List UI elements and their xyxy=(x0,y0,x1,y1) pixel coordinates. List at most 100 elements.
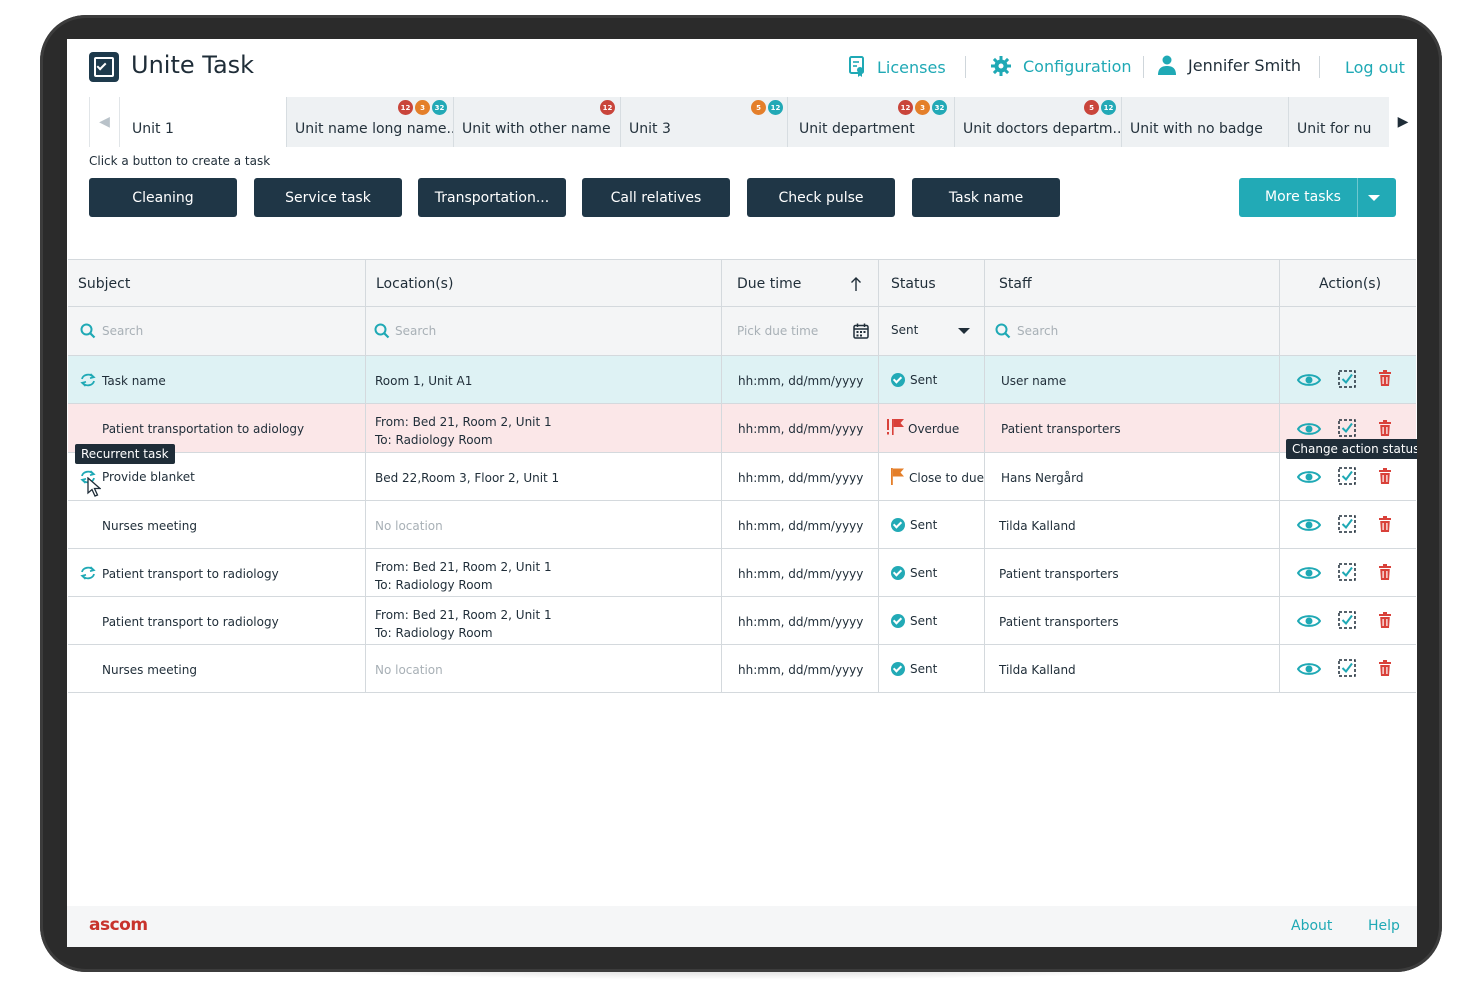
change-status-icon[interactable] xyxy=(1338,467,1356,485)
recurrent-task-icon[interactable] xyxy=(80,566,96,580)
configuration-link[interactable]: Configuration xyxy=(991,56,1132,76)
change-status-icon[interactable] xyxy=(1338,370,1356,388)
change-status-icon[interactable] xyxy=(1338,563,1356,581)
badge: 3 xyxy=(915,100,930,115)
table-row[interactable]: Nurses meeting No location hh:mm, dd/mm/… xyxy=(68,501,1416,549)
licenses-label: Licenses xyxy=(877,57,946,77)
tab-unit-doctors-department[interactable]: 5 12 Unit doctors departm... xyxy=(954,97,1121,147)
table-row[interactable]: Patient transport to radiology From: Bed… xyxy=(68,597,1416,645)
badge: 12 xyxy=(600,100,615,115)
staff-cell: User name xyxy=(985,356,1280,403)
staff-text: Tilda Kalland xyxy=(999,663,1076,677)
change-status-icon[interactable] xyxy=(1338,419,1356,437)
badge: 3 xyxy=(415,100,430,115)
actions-cell xyxy=(1280,356,1416,403)
user-icon xyxy=(1158,55,1176,75)
location-cell: Bed 22,Room 3, Floor 2, Unit 1 xyxy=(366,453,722,500)
location-cell: No location xyxy=(366,501,722,548)
tab-badges: 12 3 32 xyxy=(398,100,447,115)
service-task-button[interactable]: Service task xyxy=(254,178,402,217)
tab-unit-no-badge[interactable]: Unit with no badge xyxy=(1121,97,1288,147)
check-pulse-button[interactable]: Check pulse xyxy=(747,178,895,217)
subject-search-field[interactable]: Search xyxy=(68,307,366,355)
unit-tabs: ◀ Unit 1 12 3 32 Unit name long name... … xyxy=(89,97,1417,147)
location-text: No location xyxy=(375,663,443,677)
view-eye-icon[interactable] xyxy=(1297,661,1321,677)
staff-cell: Tilda Kalland xyxy=(985,645,1280,692)
status-filter-select[interactable]: Sent xyxy=(879,307,985,355)
location-text: From: Bed 21, Room 2, Unit 1 To: Radiolog… xyxy=(375,415,552,447)
delete-trash-icon[interactable] xyxy=(1379,468,1391,484)
tab-unit-for-nu[interactable]: Unit for nu xyxy=(1288,97,1389,147)
tab-badges: 12 xyxy=(600,100,615,115)
tabs-scroll-right-icon[interactable]: ▶ xyxy=(1389,97,1417,147)
badge: 12 xyxy=(1101,100,1116,115)
transportation-button[interactable]: Transportation... xyxy=(418,178,566,217)
current-user[interactable]: Jennifer Smith xyxy=(1158,55,1301,75)
change-status-icon[interactable] xyxy=(1338,611,1356,629)
view-eye-icon[interactable] xyxy=(1297,469,1321,485)
column-header-location[interactable]: Location(s) xyxy=(366,260,722,306)
tab-label: Unit 1 xyxy=(132,121,174,137)
table-row[interactable]: Patient transport to radiology From: Bed… xyxy=(68,549,1416,597)
dropdown-divider xyxy=(1357,178,1358,217)
delete-trash-icon[interactable] xyxy=(1379,516,1391,532)
table-row[interactable]: Nurses meeting No location hh:mm, dd/mm/… xyxy=(68,645,1416,693)
logout-link[interactable]: Log out xyxy=(1345,58,1405,77)
task-subject: Task name xyxy=(102,374,166,388)
delete-trash-icon[interactable] xyxy=(1379,420,1391,436)
tab-unit-1[interactable]: Unit 1 xyxy=(119,97,286,147)
column-header-subject[interactable]: Subject xyxy=(68,260,366,306)
delete-trash-icon[interactable] xyxy=(1379,564,1391,580)
table-row[interactable]: Provide blanket Bed 22,Room 3, Floor 2, … xyxy=(68,453,1416,501)
table-row[interactable]: Task name Room 1, Unit A1 hh:mm, dd/mm/y… xyxy=(68,356,1416,404)
delete-trash-icon[interactable] xyxy=(1379,370,1391,386)
more-tasks-label: More tasks xyxy=(1265,189,1341,205)
more-tasks-dropdown[interactable]: More tasks xyxy=(1239,178,1396,217)
location-text: No location xyxy=(375,519,443,533)
column-header-due-time[interactable]: Due time xyxy=(722,260,879,306)
calendar-icon[interactable] xyxy=(853,323,869,339)
tab-unit-name-long[interactable]: 12 3 32 Unit name long name... xyxy=(286,97,453,147)
subject-cell: Task name xyxy=(68,356,366,403)
column-header-staff[interactable]: Staff xyxy=(985,260,1280,306)
status-filter-value: Sent xyxy=(891,323,919,337)
delete-trash-icon[interactable] xyxy=(1379,612,1391,628)
tab-unit-department[interactable]: 12 3 32 Unit department xyxy=(787,97,954,147)
recurrent-task-icon[interactable] xyxy=(80,373,96,387)
tab-unit-3[interactable]: 5 12 Unit 3 xyxy=(620,97,787,147)
staff-search-field[interactable]: Search xyxy=(985,307,1280,355)
call-relatives-button[interactable]: Call relatives xyxy=(582,178,730,217)
task-subject: Nurses meeting xyxy=(102,663,197,677)
change-status-icon[interactable] xyxy=(1338,659,1356,677)
view-eye-icon[interactable] xyxy=(1297,372,1321,388)
badge: 12 xyxy=(398,100,413,115)
sent-status-icon xyxy=(891,662,905,676)
view-eye-icon[interactable] xyxy=(1297,613,1321,629)
due-time-text: hh:mm, dd/mm/yyyy xyxy=(738,471,864,485)
view-eye-icon[interactable] xyxy=(1297,565,1321,581)
change-status-icon[interactable] xyxy=(1338,515,1356,533)
location-search-field[interactable]: Search xyxy=(366,307,722,355)
sort-ascending-icon[interactable] xyxy=(850,276,862,292)
search-icon xyxy=(995,323,1011,339)
task-name-button[interactable]: Task name xyxy=(912,178,1060,217)
about-link[interactable]: About xyxy=(1291,918,1333,934)
licenses-link[interactable]: Licenses xyxy=(849,56,946,78)
tabs-scroll-left-icon[interactable]: ◀ xyxy=(89,97,119,147)
due-time-picker[interactable]: Pick due time xyxy=(722,307,879,355)
tab-unit-other-name[interactable]: 12 Unit with other name xyxy=(453,97,620,147)
recurrent-task-icon[interactable] xyxy=(80,470,96,484)
table-row[interactable]: Patient transportation to adiology From:… xyxy=(68,404,1416,453)
create-task-hint: Click a button to create a task xyxy=(89,154,271,168)
due-time-text: hh:mm, dd/mm/yyyy xyxy=(738,519,864,533)
help-link[interactable]: Help xyxy=(1368,918,1400,934)
view-eye-icon[interactable] xyxy=(1297,421,1321,437)
staff-text: User name xyxy=(1001,374,1067,388)
cleaning-button[interactable]: Cleaning xyxy=(89,178,237,217)
column-header-status[interactable]: Status xyxy=(879,260,985,306)
subject-cell: Nurses meeting xyxy=(68,645,366,692)
view-eye-icon[interactable] xyxy=(1297,517,1321,533)
search-icon xyxy=(80,323,96,339)
delete-trash-icon[interactable] xyxy=(1379,660,1391,676)
